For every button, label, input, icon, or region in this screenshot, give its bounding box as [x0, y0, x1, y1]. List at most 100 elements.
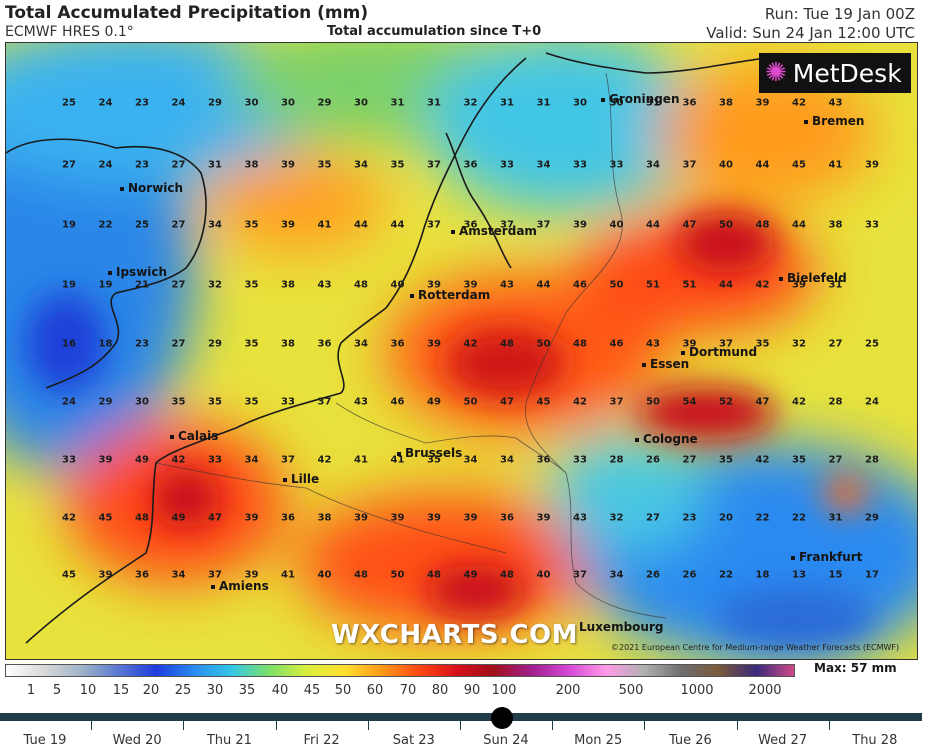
grid-value: 26	[646, 454, 660, 466]
grid-value: 49	[463, 569, 478, 581]
grid-value: 35	[755, 338, 770, 350]
timeline-day-label[interactable]: Thu 28	[852, 733, 898, 748]
grid-value: 31	[427, 97, 441, 109]
grid-value: 40	[390, 279, 405, 291]
timeline-day-label[interactable]: Tue 26	[668, 733, 712, 748]
grid-value: 39	[792, 279, 806, 291]
grid-value: 45	[792, 159, 806, 171]
grid-value: 33	[573, 159, 587, 171]
grid-value: 33	[865, 219, 879, 231]
grid-value: 37	[317, 396, 332, 408]
grid-value: 28	[865, 454, 879, 466]
grid-value: 27	[171, 159, 186, 171]
timeline-day-label[interactable]: Wed 27	[758, 733, 808, 748]
grid-value: 22	[755, 512, 770, 524]
grid-value: 22	[792, 512, 806, 524]
grid-value: 32	[208, 279, 222, 291]
grid-value: 16	[62, 338, 76, 350]
metdesk-logo: ✺ MetDesk	[759, 53, 911, 93]
timeline-day-label[interactable]: Tue 19	[23, 733, 67, 748]
max-label: Max: 57 mm	[814, 661, 897, 675]
grid-value: 48	[427, 569, 441, 581]
grid-value: 54	[682, 396, 697, 408]
grid-value: 35	[208, 396, 222, 408]
chart-subtitle: Total accumulation since T+0	[327, 24, 542, 39]
timeline-tick	[367, 720, 369, 730]
grid-value: 34	[171, 569, 186, 581]
grid-value: 51	[646, 279, 660, 291]
timeline-day-label[interactable]: Thu 21	[206, 733, 252, 748]
legend-tick-label: 200	[555, 683, 581, 698]
grid-value: 36	[500, 512, 514, 524]
grid-value: 38	[719, 97, 733, 109]
grid-value: 31	[536, 97, 551, 109]
grid-value: 18	[755, 569, 770, 581]
city-label: Dortmund	[681, 345, 757, 359]
grid-value: 22	[719, 569, 733, 581]
timeline-tick	[183, 720, 185, 730]
grid-value: 34	[208, 219, 222, 231]
map-canvas	[6, 43, 917, 659]
grid-value: 36	[536, 454, 551, 466]
model-name: ECMWF HRES 0.1°	[5, 24, 134, 40]
grid-value: 39	[354, 512, 368, 524]
timeline-handle[interactable]	[491, 707, 514, 729]
grid-value: 35	[244, 219, 259, 231]
precipitation-map[interactable]: ✺ MetDesk 25 24 23 24 29 30 30 29 30 31 31 32 31 31 30…	[5, 42, 918, 660]
grid-value: 50	[390, 569, 405, 581]
grid-value: 48	[135, 512, 149, 524]
grid-value: 32	[463, 97, 478, 109]
grid-value: 26	[646, 569, 660, 581]
grid-value: 35	[171, 396, 186, 408]
timeline-day-label[interactable]: Mon 25	[574, 733, 623, 748]
timeline-day-label[interactable]: Sat 23	[392, 733, 435, 748]
timeline-track[interactable]	[0, 713, 922, 721]
timeline-day-label[interactable]: Wed 20	[112, 733, 162, 748]
grid-value: 38	[317, 512, 332, 524]
grid-value: 45	[536, 396, 551, 408]
grid-value: 39	[682, 338, 697, 350]
timeline-day-label[interactable]: Sun 24	[483, 733, 529, 748]
city-label: Bremen	[804, 114, 864, 128]
grid-value: 47	[682, 219, 697, 231]
grid-value: 27	[646, 512, 660, 524]
timeline-tick	[828, 720, 830, 730]
grid-value: 42	[317, 454, 332, 466]
grid-value: 39	[427, 512, 441, 524]
grid-value: 34	[500, 454, 514, 466]
grid-value: 35	[317, 159, 332, 171]
legend-tick-label: 1	[26, 683, 36, 698]
grid-value: 39	[536, 512, 551, 524]
grid-value: 42	[792, 97, 806, 109]
legend-tick-label: 1000	[680, 683, 714, 698]
timeline-tick	[459, 720, 461, 730]
grid-value: 35	[792, 454, 806, 466]
grid-value: 40	[536, 569, 551, 581]
grid-value: 48	[573, 338, 587, 350]
grid-value: 30	[135, 396, 149, 408]
grid-value: 35	[244, 338, 259, 350]
grid-value: 39	[463, 512, 478, 524]
grid-value: 25	[62, 97, 76, 109]
grid-value: 49	[171, 512, 186, 524]
city-label: Rotterdam	[410, 288, 490, 302]
timeline-day-label[interactable]: Fri 22	[303, 733, 340, 748]
grid-value: 44	[646, 219, 660, 231]
grid-value: 21	[135, 279, 149, 291]
grid-value: 39	[427, 279, 441, 291]
grid-value: 34	[609, 569, 624, 581]
grid-value: 38	[244, 159, 259, 171]
borders	[155, 72, 667, 619]
grid-value: 45	[62, 569, 76, 581]
grid-value: 42	[755, 279, 770, 291]
grid-value: 36	[135, 569, 149, 581]
grid-value: 33	[573, 454, 587, 466]
grid-value: 42	[755, 454, 770, 466]
legend-tick-label: 500	[618, 683, 644, 698]
grid-value: 22	[98, 219, 113, 231]
grid-value: 31	[828, 512, 843, 524]
grid-value: 47	[208, 512, 222, 524]
grid-value: 30	[573, 97, 587, 109]
grid-value: 37	[536, 219, 551, 231]
grid-value: 35	[244, 279, 259, 291]
